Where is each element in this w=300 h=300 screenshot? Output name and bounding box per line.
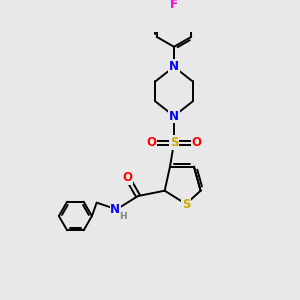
Text: N: N	[169, 60, 179, 73]
Text: O: O	[122, 171, 132, 184]
Text: N: N	[169, 110, 179, 123]
Text: N: N	[110, 203, 120, 216]
Text: H: H	[119, 212, 127, 221]
Text: S: S	[182, 197, 190, 211]
Text: O: O	[192, 136, 202, 149]
Text: O: O	[146, 136, 156, 149]
Text: S: S	[170, 136, 178, 149]
Text: F: F	[170, 0, 178, 11]
